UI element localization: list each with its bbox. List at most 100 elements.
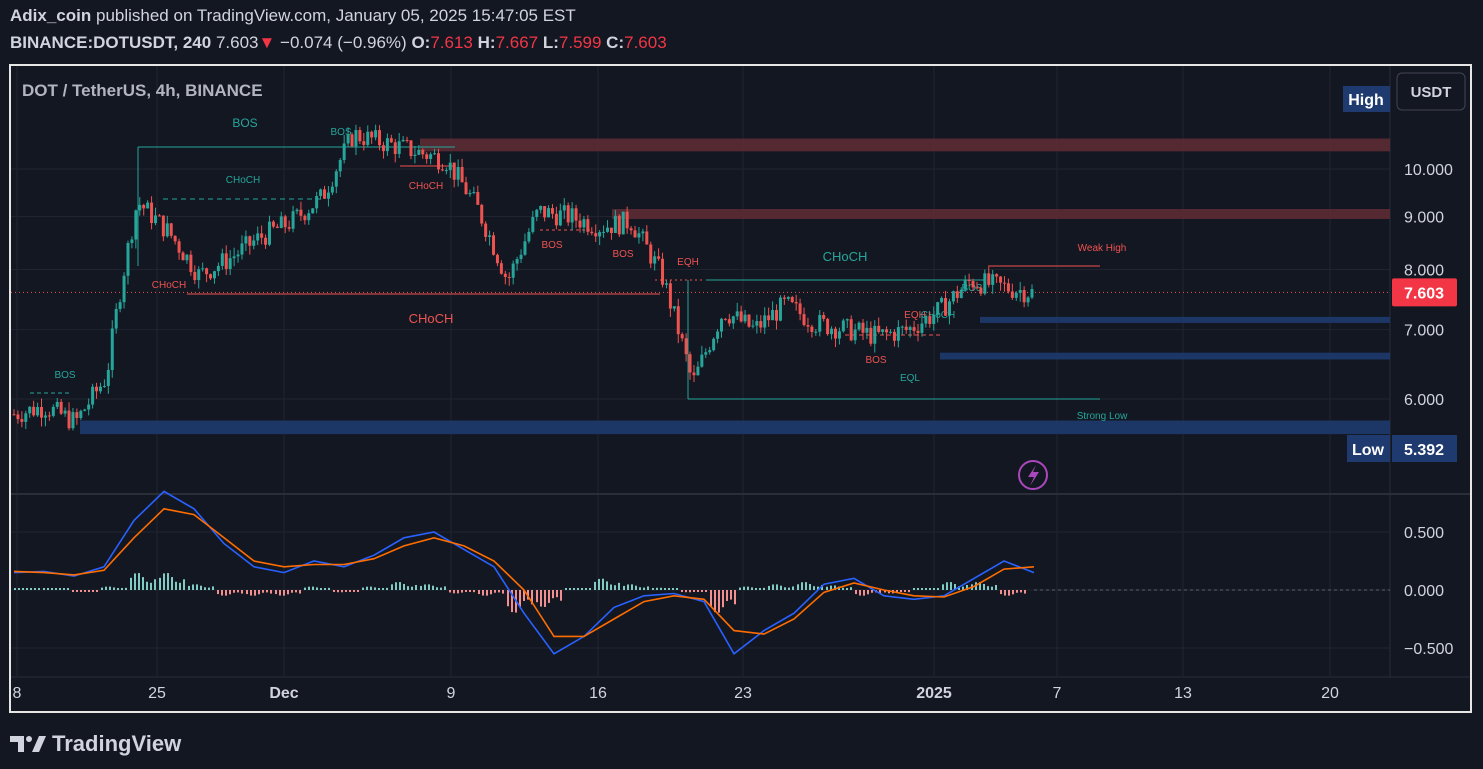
- macd-histogram-bar: [43, 588, 45, 590]
- candle-body: [657, 256, 661, 259]
- macd-histogram-bar: [900, 590, 902, 592]
- candle-body: [338, 160, 342, 172]
- candle-body: [751, 325, 755, 327]
- close-label: C:: [606, 33, 625, 52]
- candle-body: [739, 311, 743, 322]
- candle-body: [499, 263, 503, 274]
- candle-body: [71, 412, 75, 429]
- macd-histogram-bar: [701, 590, 703, 592]
- macd-histogram-bar: [614, 585, 616, 590]
- macd-histogram-bar: [610, 584, 612, 590]
- macd-histogram-bar: [498, 590, 500, 593]
- candle-body: [727, 319, 731, 324]
- candle-body: [837, 331, 841, 339]
- candle-body: [51, 406, 55, 416]
- macd-histogram-bar: [734, 590, 736, 605]
- candle-body: [944, 298, 948, 316]
- zones-layer: [80, 138, 1390, 435]
- candle-body: [661, 258, 665, 285]
- candle-body: [248, 236, 252, 246]
- candle-body: [385, 138, 389, 152]
- author-name[interactable]: Adix_coin: [10, 6, 92, 25]
- x-tick-label: 9: [447, 685, 456, 702]
- candle-body: [232, 256, 236, 259]
- candle-body: [955, 291, 959, 298]
- macd-histogram-bar: [258, 590, 260, 595]
- macd-histogram-bar: [362, 587, 364, 590]
- candle-body: [252, 240, 256, 246]
- macd-histogram-bar: [821, 584, 823, 590]
- candle-body: [130, 239, 134, 244]
- candle-body: [637, 233, 641, 238]
- currency-button[interactable]: USDT: [1396, 72, 1466, 111]
- macd-histogram-bar: [937, 588, 939, 590]
- candle-body: [228, 258, 232, 269]
- candles-layer: [12, 124, 1034, 431]
- candle-body: [892, 331, 896, 341]
- candle-body: [43, 415, 47, 418]
- candle-body: [672, 306, 676, 309]
- candle-body: [295, 209, 299, 212]
- candle-body: [865, 327, 869, 333]
- macd-histogram-bar: [722, 590, 724, 608]
- macd-histogram-bar: [183, 579, 185, 590]
- candle-body: [401, 139, 405, 142]
- macd-histogram-bar: [299, 590, 301, 594]
- candle-body: [979, 287, 983, 294]
- macd-tick-label: −0.500: [1404, 641, 1453, 658]
- last-price-tag: [1392, 278, 1457, 307]
- low-tag: [1347, 435, 1390, 462]
- candle-body: [826, 318, 830, 335]
- candle-body: [511, 263, 515, 278]
- macd-histogram-bar: [449, 590, 451, 593]
- candle-body: [452, 162, 456, 180]
- macd-histogram-bar: [254, 590, 256, 596]
- candle-body: [279, 216, 283, 228]
- macd-histogram-bar: [850, 587, 852, 590]
- x-tick-label: Dec: [269, 685, 298, 702]
- candle-body: [645, 231, 649, 245]
- candle-body: [731, 316, 735, 324]
- candle-body: [102, 385, 106, 387]
- macd-histogram-bar: [896, 590, 898, 593]
- macd-histogram-bar: [598, 578, 600, 590]
- candle-body: [362, 141, 366, 145]
- macd-histogram-bar: [30, 588, 32, 590]
- candle-body: [1018, 290, 1022, 293]
- candle-body: [806, 325, 810, 327]
- candle-body: [932, 314, 936, 324]
- x-tick-label: 20: [1321, 685, 1339, 702]
- candle-body: [818, 315, 822, 332]
- annotation-bos: BOS: [232, 116, 257, 130]
- candle-body: [236, 254, 240, 257]
- macd-histogram-bar: [241, 590, 243, 594]
- macd-histogram-bar: [266, 590, 268, 593]
- alert-icon[interactable]: [1018, 460, 1048, 490]
- macd-histogram-bar: [884, 590, 886, 593]
- macd-histogram-bar: [179, 582, 181, 590]
- macd-histogram-bar: [478, 590, 480, 595]
- candle-body: [712, 338, 716, 351]
- macd-histogram-bar: [117, 588, 119, 590]
- candle-body: [786, 297, 790, 299]
- close-value: 7.603: [624, 33, 667, 52]
- macd-histogram-bar: [38, 588, 40, 590]
- macd-histogram-bar: [573, 588, 575, 590]
- candle-body: [951, 291, 955, 302]
- publish-info: published on TradingView.com, January 05…: [95, 6, 576, 25]
- macd-histogram-bar: [221, 590, 223, 596]
- macd-histogram-bar: [18, 588, 20, 590]
- x-tick-label: 2025: [916, 685, 952, 702]
- candle-body: [173, 235, 177, 242]
- candle-body: [319, 189, 323, 197]
- publish-line: Adix_coin published on TradingView.com, …: [10, 6, 576, 26]
- open-value: 7.613: [430, 33, 473, 52]
- candle-body: [421, 149, 425, 155]
- macd-histogram-bar: [391, 584, 393, 590]
- macd-histogram-bar: [76, 590, 78, 592]
- candle-body: [503, 273, 507, 277]
- macd-histogram-bar: [490, 590, 492, 595]
- candle-body: [767, 315, 771, 321]
- candle-body: [260, 233, 264, 238]
